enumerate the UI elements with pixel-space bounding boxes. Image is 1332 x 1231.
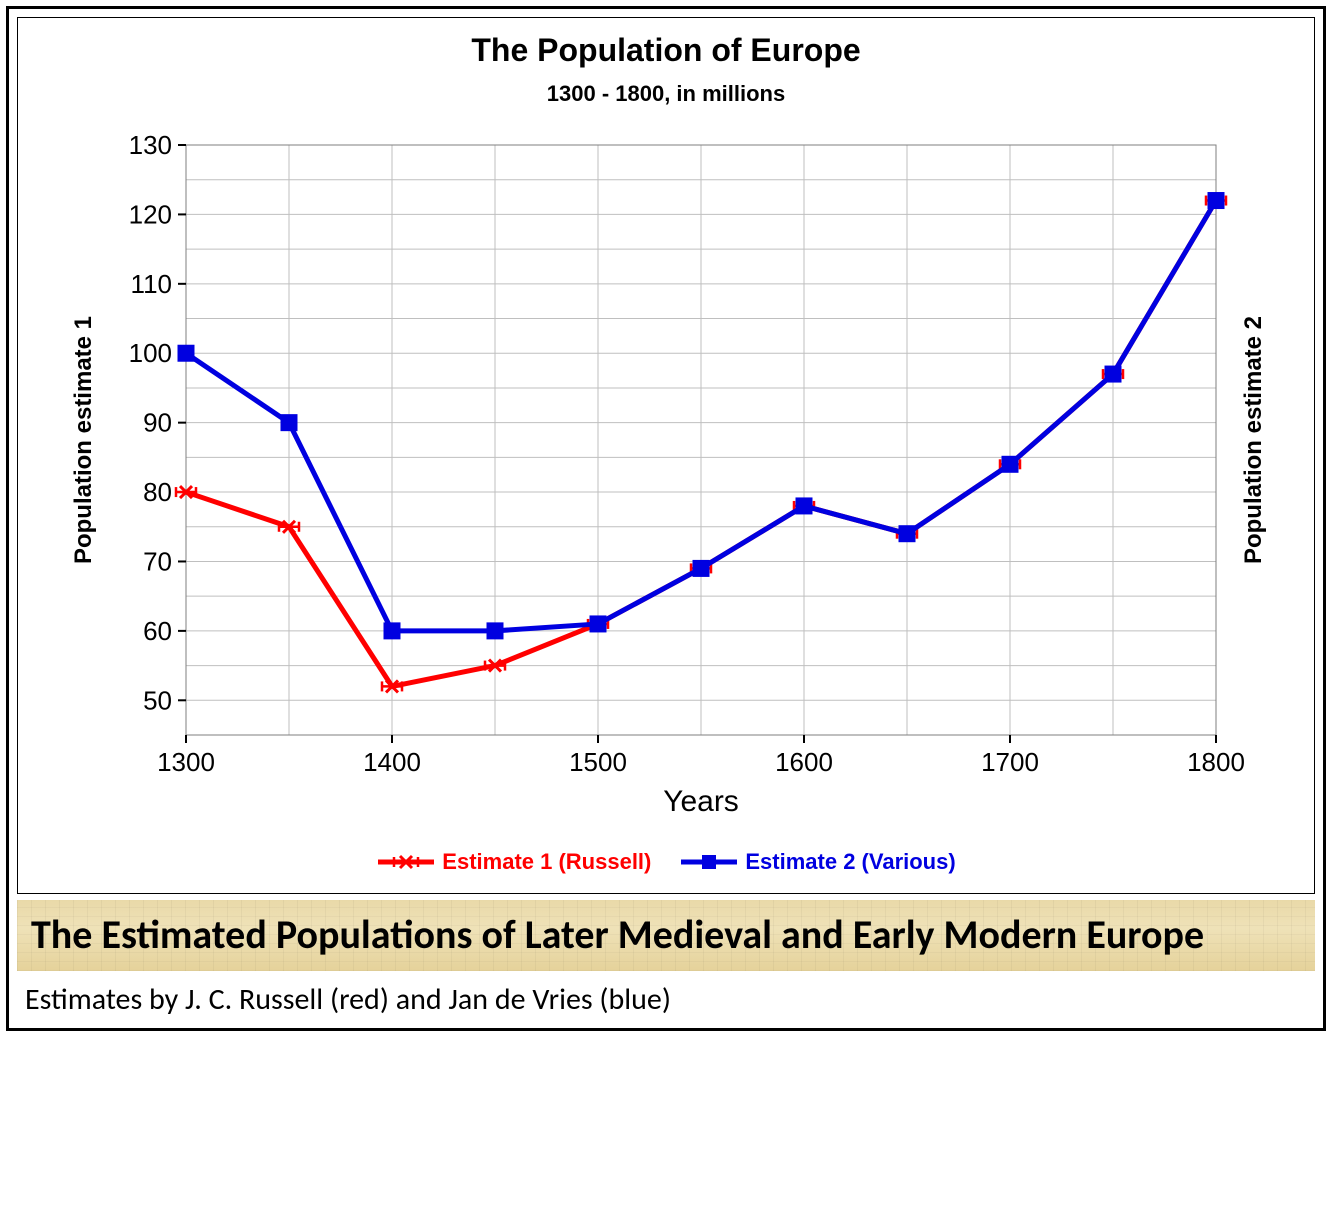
figure-caption: Estimates by J. C. Russell (red) and Jan…	[25, 981, 1315, 1018]
chart-panel: The Population of Europe 1300 - 1800, in…	[17, 17, 1315, 894]
svg-text:50: 50	[143, 685, 172, 715]
svg-text:120: 120	[129, 199, 172, 229]
svg-text:1800: 1800	[1187, 747, 1245, 777]
x-marker-icon	[376, 850, 436, 874]
square-marker-icon	[679, 850, 739, 874]
svg-text:80: 80	[143, 477, 172, 507]
svg-text:1400: 1400	[363, 747, 421, 777]
chart-svg: 50 60 70 80 90 100 110 120 130 1300 1400 1500 1600 17…	[36, 125, 1296, 825]
legend-label: Estimate 2 (Various)	[745, 849, 955, 875]
svg-text:1600: 1600	[775, 747, 833, 777]
svg-text:110: 110	[131, 269, 172, 299]
svg-text:Population estimate 1: Population estimate 1	[70, 316, 97, 564]
legend-label: Estimate 1 (Russell)	[442, 849, 651, 875]
chart-legend: Estimate 1 (Russell) Estimate 2 (Various)	[32, 849, 1300, 875]
svg-text:70: 70	[143, 546, 172, 576]
legend-item: Estimate 2 (Various)	[679, 849, 955, 875]
title-band: The Estimated Populations of Later Medie…	[17, 900, 1315, 971]
svg-text:60: 60	[143, 616, 172, 646]
svg-text:1300: 1300	[157, 747, 215, 777]
legend-item: Estimate 1 (Russell)	[376, 849, 651, 875]
svg-text:130: 130	[129, 130, 172, 160]
chart-title: The Population of Europe	[32, 32, 1300, 69]
svg-text:Years: Years	[663, 785, 739, 818]
figure-outer-border: The Population of Europe 1300 - 1800, in…	[6, 6, 1326, 1031]
chart-plot-area: 50 60 70 80 90 100 110 120 130 1300 1400 1500 1600 17…	[32, 125, 1300, 825]
svg-text:100: 100	[129, 338, 172, 368]
svg-text:90: 90	[143, 408, 172, 438]
svg-text:1500: 1500	[569, 747, 627, 777]
svg-text:Population estimate 2: Population estimate 2	[1240, 316, 1267, 564]
svg-text:1700: 1700	[981, 747, 1039, 777]
chart-subtitle: 1300 - 1800, in millions	[32, 81, 1300, 107]
